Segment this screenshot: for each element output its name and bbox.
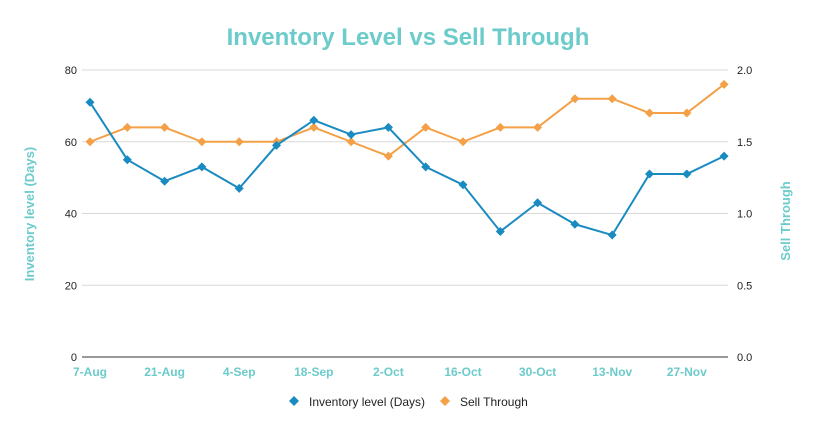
data-point [160,122,170,132]
right-axis-ticks: 0.0 0.5 1.0 1.5 2.0 [737,65,752,364]
data-point [570,219,580,229]
legend-label: Inventory level (Days) [309,395,425,409]
series-sell-through [85,79,729,161]
data-point [234,183,244,193]
data-point [197,137,207,147]
x-tick-label: 13-Nov [592,365,632,379]
data-point [458,180,468,190]
data-point [495,226,505,236]
data-point [607,94,617,104]
data-point [197,162,207,172]
data-point [570,94,580,104]
data-point [346,137,356,147]
legend-label: Sell Through [460,395,528,409]
data-point [645,108,654,118]
data-point [682,108,692,118]
x-tick-label: 27-Nov [667,365,707,379]
right-tick-label: 0.5 [737,280,752,292]
x-tick-label: 30-Oct [519,365,556,379]
legend: Inventory level (Days) Sell Through [289,395,528,409]
x-tick-label: 18-Sep [294,365,333,379]
data-point [383,122,393,132]
right-axis-label: Sell Through [778,181,793,261]
left-tick-label: 40 [65,209,77,221]
right-tick-label: 1.5 [737,137,752,149]
chart-title: Inventory Level vs Sell Through [227,24,590,51]
x-tick-label: 4-Sep [223,365,256,379]
left-axis-ticks: 0 20 40 60 80 [65,65,77,364]
data-point [122,155,132,165]
series-layer [85,79,729,240]
data-point [719,79,729,89]
data-point [85,137,95,147]
data-point [122,122,132,132]
grid [82,69,728,358]
data-point [458,137,468,147]
right-tick-label: 0.0 [737,352,752,364]
right-tick-label: 1.0 [737,209,752,221]
x-axis-ticks: 7-Aug 21-Aug 4-Sep 18-Sep 2-Oct 16-Oct 30-Oct 1… [73,365,707,379]
data-point [346,130,356,140]
series-line [89,101,725,237]
data-point [719,151,729,161]
left-tick-label: 80 [65,65,77,77]
data-point [309,122,319,132]
data-point [383,151,393,161]
data-point [495,122,505,132]
left-tick-label: 0 [71,352,77,364]
x-tick-label: 21-Aug [144,365,185,379]
data-point [160,176,170,186]
data-point [272,140,281,150]
series-line [89,83,725,158]
data-point [309,115,319,125]
data-point [533,198,543,208]
left-axis-label: Inventory level (Days) [22,147,37,281]
x-tick-label: 2-Oct [373,365,404,379]
left-tick-label: 60 [65,137,77,149]
legend-item: Inventory level (Days) [289,395,425,409]
legend-item: Sell Through [440,395,528,409]
right-tick-label: 2.0 [737,65,752,77]
data-point [607,230,617,240]
data-point [85,97,95,107]
data-point [645,169,654,179]
data-point [421,122,431,132]
series-inventory-level-days [85,97,729,240]
left-tick-label: 20 [65,280,77,292]
legend-marker [440,396,450,406]
data-point [234,137,244,147]
data-point [682,169,692,179]
data-point [421,162,431,172]
x-tick-label: 7-Aug [73,365,107,379]
data-point [533,122,543,132]
legend-marker [289,396,299,406]
x-tick-label: 16-Oct [444,365,481,379]
